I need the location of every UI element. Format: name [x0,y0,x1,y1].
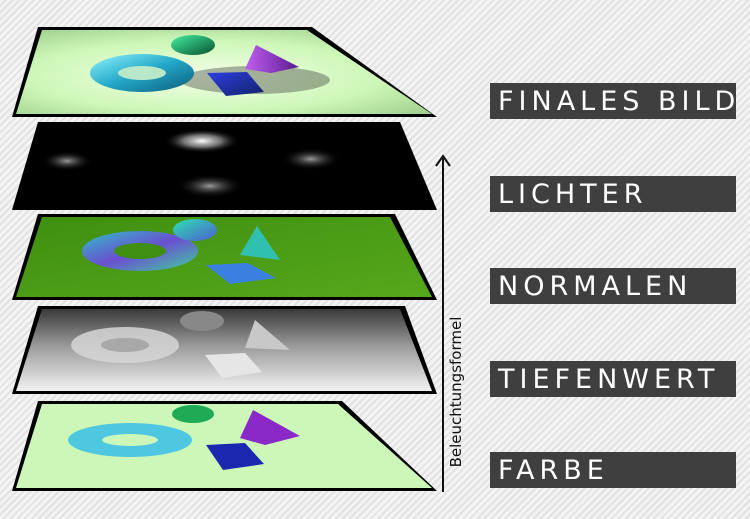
layer-final-torus-hole [118,66,166,80]
arrow-head-icon [435,154,451,167]
layer-depth-sphere [180,311,224,331]
layer-final-cone [245,45,299,73]
layer-final-sphere [171,35,215,55]
lighting-formula-label: Beleuchtungsformel [447,316,465,468]
layer-normals-sphere [173,219,217,241]
layer-lights [12,122,437,210]
layer-final-image [12,27,437,117]
label-depth-text: TIEFENWERT [498,363,720,395]
layer-depth [12,306,437,394]
label-lights: LICHTER [490,176,736,212]
layer-normals-torus-hole [114,243,166,259]
layer-lights-spot-main [164,129,240,153]
layer-lights-spot-right [281,148,341,170]
layer-lights-spot-left [41,151,93,171]
layer-depth-torus-hole [101,338,149,352]
layer-color-sphere [172,405,214,423]
label-lights-text: LICHTER [498,178,648,210]
layer-color [12,401,437,491]
layer-color-torus-hole [102,434,158,446]
lighting-formula-arrow [435,154,451,492]
label-normals: NORMALEN [490,268,736,304]
layer-normals-floor [16,217,432,297]
label-final-image-text: FINALES BILD [498,85,741,117]
layer-normals-cone [240,226,280,260]
layer-depth-cube [205,353,262,378]
layer-final-cube [207,72,264,96]
layer-depth-cone [245,320,290,350]
label-normals-text: NORMALEN [498,270,693,302]
layer-color-cube [206,443,264,470]
layer-color-cone [240,410,300,445]
label-color: FARBE [490,452,736,488]
layer-lights-spot-bottom [176,174,244,198]
layer-normals-cube [206,263,276,284]
layer-normals [12,214,437,300]
layer-final-floor [16,30,432,114]
label-color-text: FARBE [498,454,609,486]
label-depth: TIEFENWERT [490,361,736,397]
layer-lights-plane [12,122,437,210]
label-final-image: FINALES BILD [490,83,736,119]
